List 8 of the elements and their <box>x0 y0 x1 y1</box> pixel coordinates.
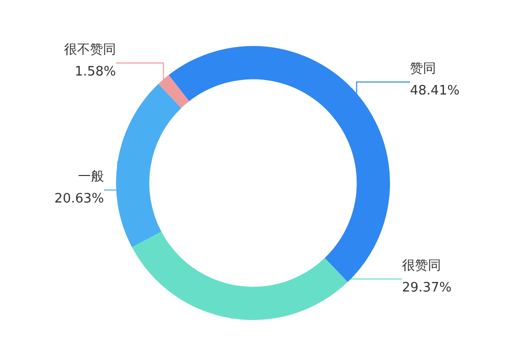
data-label: 20.63% <box>54 192 104 206</box>
slice-label: 很不赞同 <box>64 42 116 58</box>
slice-label: 赞同 <box>410 62 436 76</box>
data-label: 48.41% <box>410 84 460 98</box>
data-label: 29.37% <box>402 280 452 296</box>
slice-label: 一般 <box>78 170 104 184</box>
slice-label: 很赞同 <box>402 258 441 274</box>
data-label: 1.58% <box>74 64 116 80</box>
